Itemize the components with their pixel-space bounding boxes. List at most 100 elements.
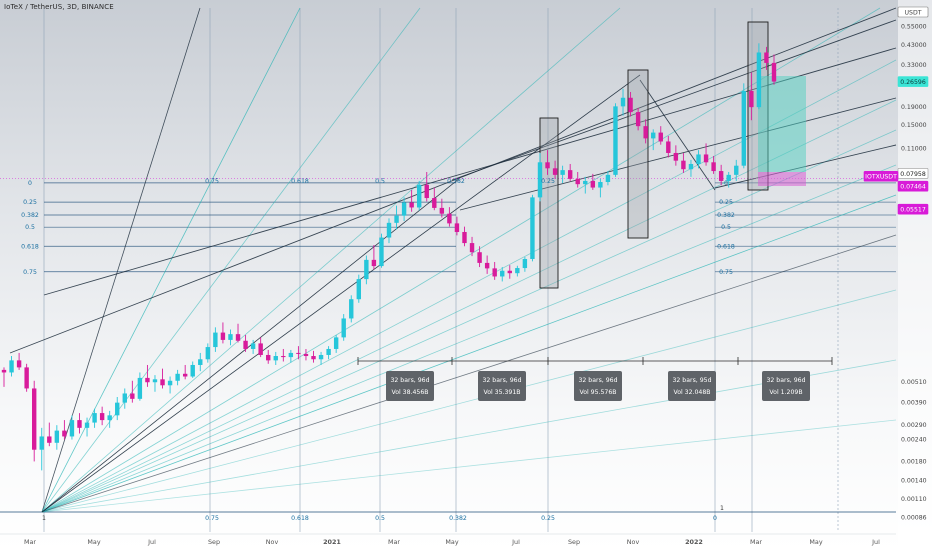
candle-body [303,353,309,357]
candle-body [605,174,611,183]
fan-line [41,7,421,513]
time-axis-tick: Nov [266,538,279,546]
fan-line [41,7,201,513]
candle-body [560,170,565,175]
fan-top-label: 0.5 [375,178,385,185]
fib-level-label-left: 0.382 [21,212,39,219]
price-axis-panel[interactable] [898,0,932,550]
candle-body [666,141,671,153]
candle-body [477,252,482,263]
candle-body [84,422,90,428]
fan-line [41,194,897,513]
candle-body [386,222,392,238]
candle-body [130,393,135,399]
candle-body [696,154,701,164]
range-stat-box[interactable]: 32 bars, 95d Vol 32.048B [668,371,716,401]
candle-body [749,90,754,108]
fan-line [41,99,897,513]
candle-body [530,197,535,259]
candle-body [469,243,475,253]
candle-body [175,373,180,381]
price-badge-label: 0.07464 [900,184,926,191]
candle-body [213,332,218,348]
candle-body [152,379,158,383]
trend-line [451,19,897,181]
fan-line [41,7,881,513]
candle-body [62,430,67,437]
candle-body [522,258,528,269]
candle-body [545,162,550,169]
fan-line [41,59,897,513]
price-axis-tick: 0.00110 [901,496,927,503]
candle-body [401,202,407,216]
candle-body [311,356,316,360]
candle-body [190,364,195,377]
candle-body [681,160,686,170]
highlight-box [539,117,559,289]
fan-line [41,7,621,513]
fan-line [41,129,897,513]
price-badge-label: USDT [904,10,921,17]
candle-body [416,184,422,208]
time-axis-tick: Jul [871,538,880,546]
price-axis-tick: 0.00240 [901,437,927,444]
trend-line [639,79,716,191]
candle-body [115,402,120,416]
candle-body [703,154,709,163]
candle-body [628,97,633,113]
range-stat-box-bg [386,371,434,401]
candle-body [349,299,354,319]
fan-line [41,419,897,513]
range-stat-vol: Vol 35.391B [483,389,520,396]
price-badge-bg [897,6,929,18]
range-stat-box[interactable]: 32 bars, 96d Vol 1.209B [762,371,810,401]
candle-body [756,52,762,108]
time-axis-tick: 2022 [685,538,703,546]
candle-body [500,270,505,277]
range-stat-box[interactable]: 32 bars, 96d Vol 38.456B [386,371,434,401]
fib-level-label-left: 0.25 [23,199,37,206]
time-axis-tick: May [809,538,822,546]
price-badge-bg [897,180,929,192]
range-stat-box[interactable]: 32 bars, 96d Vol 95.576B [574,371,622,401]
fan-bottom-label: 0.618 [291,515,309,522]
candle-body [31,388,37,450]
candle-body [718,171,724,181]
candle-body [250,343,256,349]
candle-body [1,369,7,373]
candle-body [598,182,603,188]
candle-body [507,270,512,274]
candle-body [454,223,460,232]
price-axis-tick: 0.00086 [901,515,927,522]
fan-bottom-label: 0.75 [205,515,219,522]
candle-body [432,198,437,208]
candle-body [643,126,648,139]
range-stat-bars: 32 bars, 96d [578,377,617,384]
price-badge: 0.07958 [897,168,929,179]
candle-body [726,174,731,181]
range-stat-box[interactable]: 32 bars, 96d Vol 35.391B [478,371,526,401]
time-axis-tick: Mar [750,538,762,546]
candle-body [567,170,573,179]
candle-body [613,106,618,175]
candle-body [537,162,543,198]
candle-body [107,415,112,421]
time-axis-tick: Nov [627,538,640,546]
candle-body [326,348,331,355]
fan-line [41,234,897,513]
candle-body [492,268,497,277]
candle-body [409,202,414,208]
price-badge-label: 0.05517 [900,207,926,214]
range-stat-box-bg [668,371,716,401]
candle-body [39,436,44,450]
range-stat-bars: 32 bars, 96d [390,377,429,384]
fib-level-label-right: 0.5 [721,224,731,231]
fan-bottom-label: 1 [42,515,46,522]
range-stat-box-bg [478,371,526,401]
fan-bottom-label: 0.25 [541,515,555,522]
price-axis-tick: 0.55000 [901,23,927,30]
candle-body [734,165,739,175]
fan-bottom-label: 0.382 [449,515,467,522]
